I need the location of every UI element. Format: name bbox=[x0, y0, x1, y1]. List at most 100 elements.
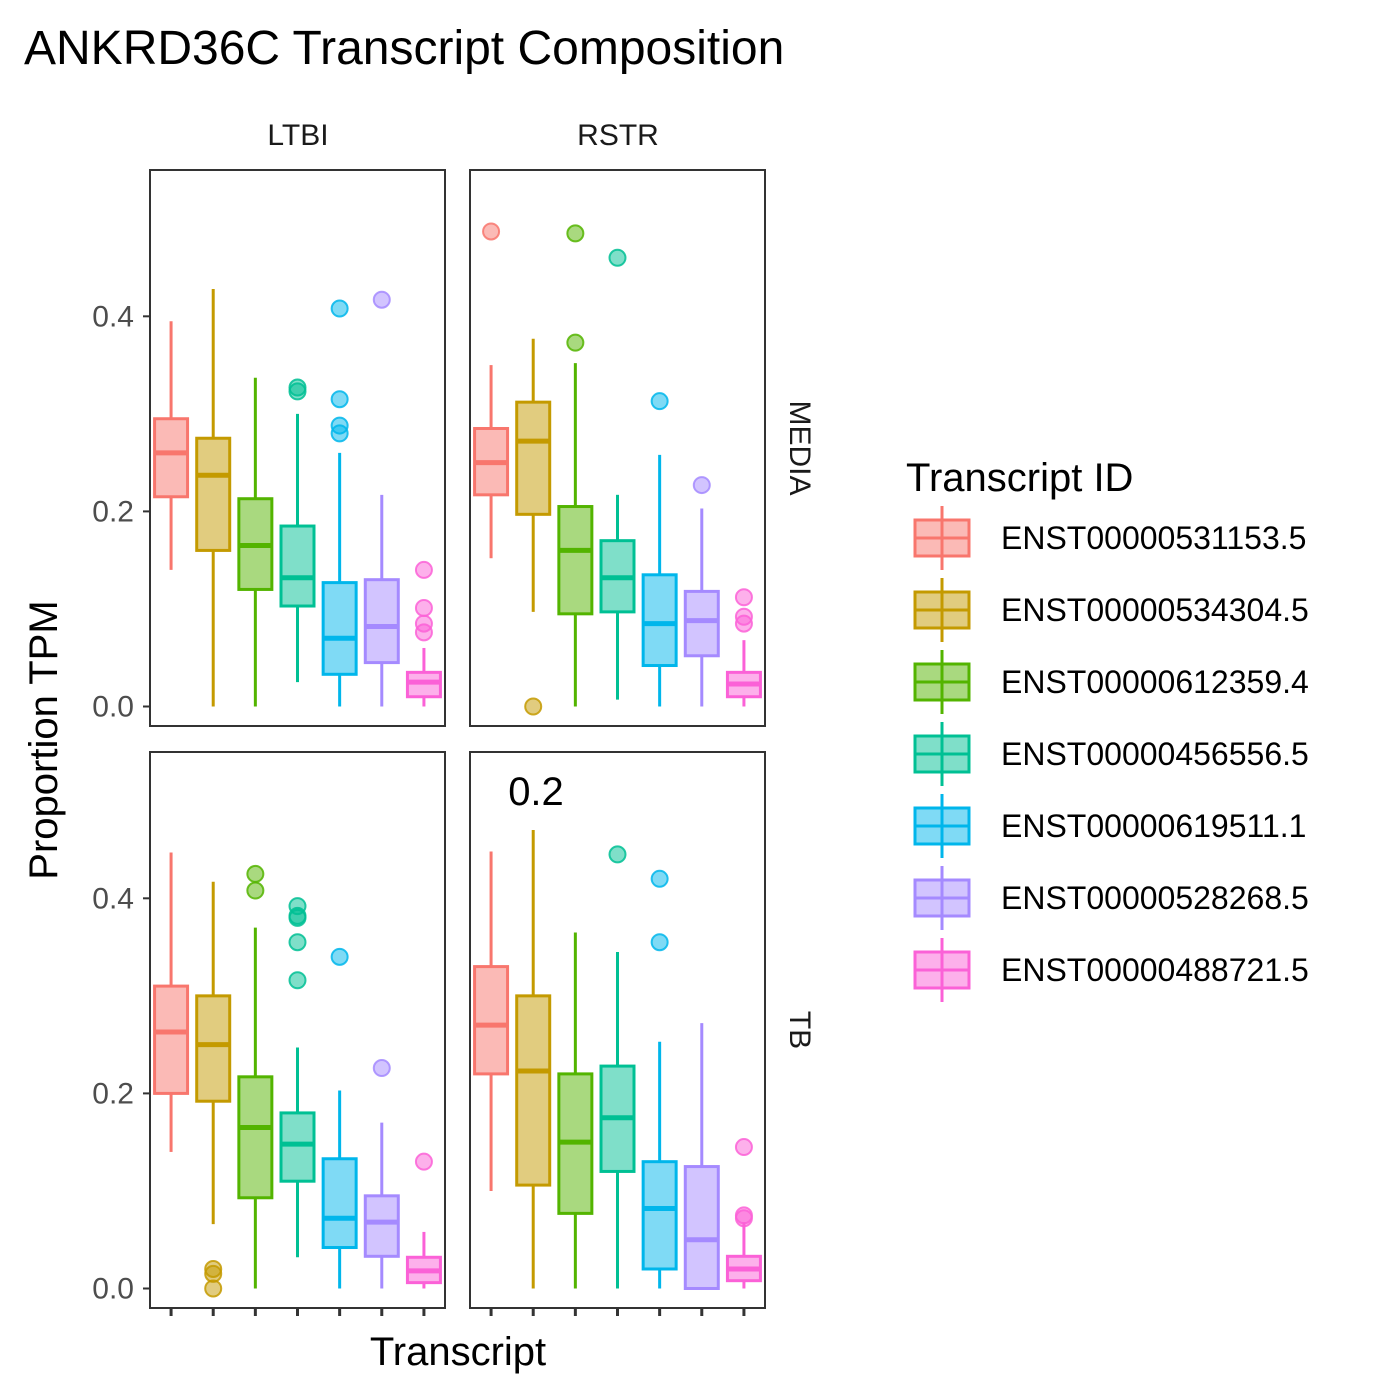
legend-label: ENST00000534304.5 bbox=[1001, 592, 1309, 628]
boxplot-ENST00000531153.5 bbox=[473, 222, 510, 559]
boxplot-ENST00000612359.4 bbox=[557, 932, 594, 1289]
legend-label: ENST00000456556.5 bbox=[1001, 736, 1309, 772]
boxplot-ENST00000528268.5 bbox=[363, 1059, 400, 1289]
outlier-point bbox=[566, 224, 585, 243]
outlier-point bbox=[734, 614, 753, 633]
y-tick-label: 0.2 bbox=[92, 495, 134, 528]
y-axis-tb: 0.0 0.2 0.4 bbox=[92, 882, 150, 1305]
boxplot-ENST00000531153.5 bbox=[153, 852, 190, 1152]
outlier-point bbox=[330, 390, 349, 409]
box bbox=[279, 524, 316, 608]
box bbox=[153, 984, 190, 1095]
box bbox=[237, 1075, 274, 1200]
legend-label: ENST00000612359.4 bbox=[1001, 664, 1309, 700]
box bbox=[279, 1111, 316, 1183]
outlier-point bbox=[414, 1152, 433, 1171]
y-axes: 0.0 0.2 0.4 0.0 0.2 0.4 bbox=[92, 300, 150, 1305]
panel-tb-rstr: 0.2 bbox=[469, 751, 766, 1309]
outlier-point bbox=[524, 697, 543, 716]
box bbox=[363, 578, 400, 665]
outlier-point bbox=[608, 248, 627, 267]
y-tick-label: 0.2 bbox=[92, 1077, 134, 1110]
outlier-point bbox=[608, 845, 627, 864]
outlier-point bbox=[414, 623, 433, 642]
facet-label-row-tb: TB bbox=[783, 1011, 816, 1049]
box bbox=[515, 400, 552, 516]
boxplot-ENST00000488721.5 bbox=[725, 1138, 762, 1289]
boxplot-ENST00000488721.5 bbox=[725, 588, 762, 707]
outlier-point bbox=[330, 947, 349, 966]
box bbox=[641, 1160, 678, 1271]
box bbox=[641, 573, 678, 668]
boxplot-ENST00000534304.5 bbox=[195, 881, 232, 1298]
boxplot-ENST00000619511.1 bbox=[641, 869, 678, 1289]
boxplot-ENST00000534304.5 bbox=[515, 830, 552, 1289]
outlier-point bbox=[650, 392, 669, 411]
box bbox=[473, 965, 510, 1076]
legend-label: ENST00000488721.5 bbox=[1001, 952, 1309, 988]
boxplot-ENST00000456556.5 bbox=[279, 897, 316, 1258]
outlier-point bbox=[246, 881, 265, 900]
x-axis-ticks bbox=[169, 1308, 746, 1316]
boxplot-ENST00000612359.4 bbox=[237, 377, 274, 707]
panel-media-rstr bbox=[469, 169, 766, 727]
panels: 0.2 bbox=[149, 169, 766, 1309]
boxplot-ENST00000531153.5 bbox=[473, 851, 510, 1191]
y-axis-label: Proportion TPM bbox=[22, 600, 66, 879]
boxplot-ENST00000619511.1 bbox=[321, 947, 358, 1289]
facet-label-row-media: MEDIA bbox=[783, 400, 816, 495]
chart-title: ANKRD36C Transcript Composition bbox=[24, 22, 784, 75]
legend-label: ENST00000619511.1 bbox=[1001, 808, 1306, 844]
boxplot-ENST00000531153.5 bbox=[153, 321, 190, 570]
panel-tb-ltbi bbox=[149, 751, 446, 1309]
legend-item-ENST00000488721.5: ENST00000488721.5 bbox=[913, 938, 1309, 1002]
y-tick-label: 0.4 bbox=[92, 882, 134, 915]
boxplot-ENST00000488721.5 bbox=[405, 1152, 442, 1289]
boxplot-ENST00000528268.5 bbox=[683, 476, 720, 707]
boxplot-ENST00000612359.4 bbox=[557, 224, 594, 707]
outlier-point bbox=[288, 933, 307, 952]
box bbox=[321, 581, 358, 676]
legend-label: ENST00000528268.5 bbox=[1001, 880, 1309, 916]
facet-label-col-ltbi: LTBI bbox=[267, 119, 328, 152]
x-axis-label: Transcript bbox=[370, 1330, 546, 1374]
outlier-point bbox=[692, 476, 711, 495]
legend: ENST00000531153.5 ENST00000534304.5 ENST00… bbox=[913, 506, 1309, 1002]
outlier-point bbox=[204, 1279, 223, 1298]
outlier-point bbox=[288, 382, 307, 401]
outlier-point bbox=[566, 333, 585, 352]
legend-item-ENST00000534304.5: ENST00000534304.5 bbox=[913, 578, 1309, 642]
boxplot-ENST00000612359.4 bbox=[237, 864, 274, 1289]
panel-media-ltbi bbox=[149, 169, 446, 727]
outlier-point bbox=[734, 1209, 753, 1228]
box bbox=[153, 417, 190, 499]
y-tick-label: 0.4 bbox=[92, 300, 134, 333]
outlier-point bbox=[204, 1264, 223, 1283]
legend-item-ENST00000456556.5: ENST00000456556.5 bbox=[913, 722, 1309, 786]
outlier-point bbox=[246, 864, 265, 883]
outlier-point bbox=[288, 971, 307, 990]
boxplot-ENST00000534304.5 bbox=[195, 289, 232, 707]
legend-label: ENST00000531153.5 bbox=[1001, 520, 1306, 556]
legend-item-ENST00000528268.5: ENST00000528268.5 bbox=[913, 866, 1309, 930]
box bbox=[515, 994, 552, 1187]
boxplot-ENST00000488721.5 bbox=[405, 560, 442, 707]
boxplot-ENST00000528268.5 bbox=[683, 1023, 720, 1290]
y-tick-label: 0.0 bbox=[92, 1272, 134, 1305]
box bbox=[683, 1165, 720, 1290]
outlier-point bbox=[330, 424, 349, 443]
box bbox=[321, 1157, 358, 1250]
legend-title: Transcript ID bbox=[906, 456, 1133, 500]
outlier-point bbox=[734, 588, 753, 607]
box bbox=[195, 994, 232, 1103]
outlier-point bbox=[650, 869, 669, 888]
boxplot-ENST00000619511.1 bbox=[641, 392, 678, 707]
boxplot-ENST00000619511.1 bbox=[321, 299, 358, 707]
outlier-point bbox=[414, 598, 433, 617]
outlier-point bbox=[372, 290, 391, 309]
box bbox=[363, 1194, 400, 1258]
outlier-point bbox=[414, 560, 433, 579]
legend-item-ENST00000612359.4: ENST00000612359.4 bbox=[913, 650, 1309, 714]
outlier-point bbox=[482, 222, 501, 241]
